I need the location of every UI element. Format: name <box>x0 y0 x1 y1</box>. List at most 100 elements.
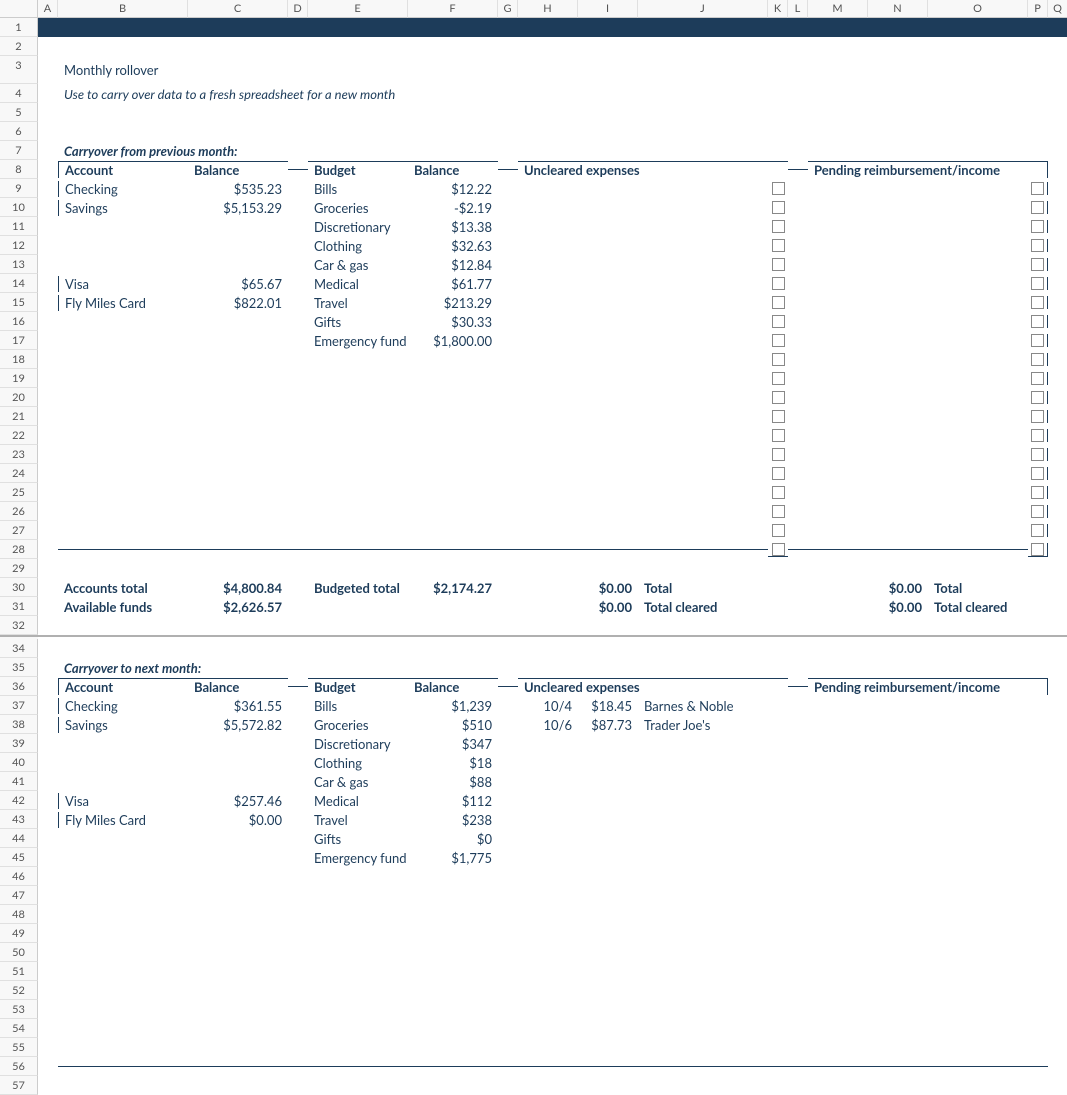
row-header-44[interactable]: 44 <box>0 829 38 848</box>
column-header-M[interactable]: M <box>808 0 868 18</box>
row-header-48[interactable]: 48 <box>0 905 38 924</box>
column-header-E[interactable]: E <box>308 0 408 18</box>
account-name[interactable]: Checking <box>58 181 188 197</box>
row-header-46[interactable]: 46 <box>0 867 38 886</box>
row-header-27[interactable]: 27 <box>0 521 38 540</box>
row-header-51[interactable]: 51 <box>0 962 38 981</box>
budget-balance[interactable]: $510 <box>408 717 498 733</box>
row-header-47[interactable]: 47 <box>0 886 38 905</box>
row-header-43[interactable]: 43 <box>0 810 38 829</box>
row-header-14[interactable]: 14 <box>0 274 38 293</box>
row-header-34[interactable]: 34 <box>0 639 38 658</box>
column-header-A[interactable]: A <box>38 0 58 18</box>
column-header-Q[interactable]: Q <box>1048 0 1067 18</box>
checkbox[interactable] <box>1031 372 1044 385</box>
checkbox[interactable] <box>772 334 785 347</box>
checkbox[interactable] <box>1031 429 1044 442</box>
budget-balance[interactable]: $112 <box>408 793 498 809</box>
budget-balance[interactable]: $61.77 <box>408 276 498 292</box>
row-header-54[interactable]: 54 <box>0 1019 38 1038</box>
budget-balance[interactable]: $347 <box>408 736 498 752</box>
budget-name[interactable]: Groceries <box>308 200 408 216</box>
row-header-41[interactable]: 41 <box>0 772 38 791</box>
row-header-21[interactable]: 21 <box>0 407 38 426</box>
row-header-37[interactable]: 37 <box>0 696 38 715</box>
column-header-H[interactable]: H <box>518 0 578 18</box>
checkbox[interactable] <box>1031 315 1044 328</box>
budget-balance[interactable]: $1,800.00 <box>408 333 498 349</box>
row-header-29[interactable]: 29 <box>0 559 38 578</box>
row-header-1[interactable]: 1 <box>0 18 38 37</box>
row-header-2[interactable]: 2 <box>0 37 38 56</box>
account-balance[interactable]: $257.46 <box>188 793 288 809</box>
checkbox[interactable] <box>772 201 785 214</box>
account-name[interactable]: Visa <box>58 793 188 809</box>
account-balance[interactable]: $5,572.82 <box>188 717 288 733</box>
checkbox[interactable] <box>772 543 785 556</box>
budget-balance[interactable]: $30.33 <box>408 314 498 330</box>
checkbox[interactable] <box>772 353 785 366</box>
column-header-O[interactable]: O <box>928 0 1028 18</box>
budget-balance[interactable]: $13.38 <box>408 219 498 235</box>
checkbox[interactable] <box>772 372 785 385</box>
budget-name[interactable]: Clothing <box>308 755 408 771</box>
budget-balance[interactable]: $88 <box>408 774 498 790</box>
row-header-42[interactable]: 42 <box>0 791 38 810</box>
row-header-12[interactable]: 12 <box>0 236 38 255</box>
account-name[interactable]: Checking <box>58 698 188 714</box>
uncleared-amount[interactable]: $18.45 <box>578 698 638 714</box>
budget-name[interactable]: Travel <box>308 812 408 828</box>
row-header-22[interactable]: 22 <box>0 426 38 445</box>
row-header-40[interactable]: 40 <box>0 753 38 772</box>
checkbox[interactable] <box>1031 467 1044 480</box>
row-header-52[interactable]: 52 <box>0 981 38 1000</box>
column-header-D[interactable]: D <box>288 0 308 18</box>
row-header-35[interactable]: 35 <box>0 658 38 677</box>
account-balance[interactable]: $535.23 <box>188 181 288 197</box>
row-header-38[interactable]: 38 <box>0 715 38 734</box>
budget-balance[interactable] <box>408 549 498 550</box>
row-header-36[interactable]: 36 <box>0 677 38 696</box>
checkbox[interactable] <box>1031 391 1044 404</box>
account-name[interactable]: Fly Miles Card <box>58 295 188 311</box>
budget-name[interactable]: Emergency fund <box>308 333 408 349</box>
budget-balance[interactable]: $18 <box>408 755 498 771</box>
row-header-7[interactable]: 7 <box>0 141 38 160</box>
account-balance[interactable]: $361.55 <box>188 698 288 714</box>
uncleared-amount[interactable]: $87.73 <box>578 717 638 733</box>
account-balance[interactable]: $0.00 <box>188 812 288 828</box>
checkbox[interactable] <box>1031 296 1044 309</box>
row-header-15[interactable]: 15 <box>0 293 38 312</box>
account-balance[interactable] <box>188 549 288 550</box>
checkbox[interactable] <box>772 486 785 499</box>
checkbox[interactable] <box>1031 448 1044 461</box>
row-header-55[interactable]: 55 <box>0 1038 38 1057</box>
budget-balance[interactable]: $32.63 <box>408 238 498 254</box>
row-header-50[interactable]: 50 <box>0 943 38 962</box>
checkbox[interactable] <box>1031 353 1044 366</box>
account-balance[interactable] <box>188 1066 288 1067</box>
checkbox[interactable] <box>1031 201 1044 214</box>
checkbox[interactable] <box>772 391 785 404</box>
budget-name[interactable]: Travel <box>308 295 408 311</box>
column-header-G[interactable]: G <box>498 0 518 18</box>
budget-balance[interactable]: -$2.19 <box>408 200 498 216</box>
column-header-F[interactable]: F <box>408 0 498 18</box>
budget-balance[interactable]: $1,775 <box>408 850 498 866</box>
budget-balance[interactable]: $12.22 <box>408 181 498 197</box>
budget-balance[interactable]: $0 <box>408 831 498 847</box>
checkbox[interactable] <box>772 258 785 271</box>
row-header-24[interactable]: 24 <box>0 464 38 483</box>
checkbox[interactable] <box>772 315 785 328</box>
checkbox[interactable] <box>1031 220 1044 233</box>
checkbox[interactable] <box>1031 524 1044 537</box>
row-header-19[interactable]: 19 <box>0 369 38 388</box>
column-header-B[interactable]: B <box>58 0 188 18</box>
uncleared-desc[interactable] <box>638 1066 768 1067</box>
row-header-8[interactable]: 8 <box>0 160 38 179</box>
budget-name[interactable]: Emergency fund <box>308 850 408 866</box>
checkbox[interactable] <box>772 296 785 309</box>
row-header-3[interactable]: 3 <box>0 56 38 84</box>
row-header-5[interactable]: 5 <box>0 103 38 122</box>
checkbox[interactable] <box>772 505 785 518</box>
